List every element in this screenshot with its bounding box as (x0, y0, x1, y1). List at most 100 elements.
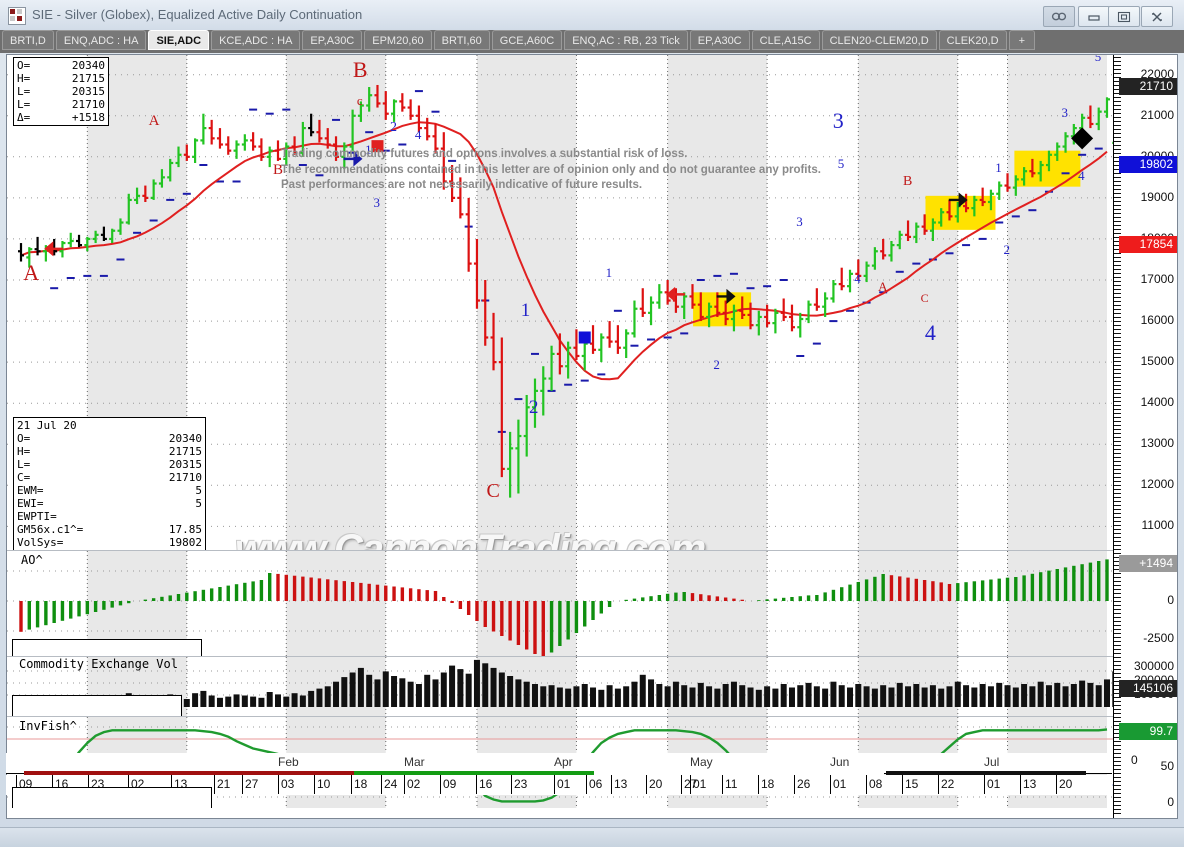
data-value: 20340 (71, 59, 105, 72)
day-label: 08 (866, 775, 882, 794)
chart-tab-12[interactable]: CLEK20,D (938, 30, 1007, 50)
chart-tab-2[interactable]: SIE,ADC (148, 30, 210, 50)
data-row: H= 21715 (17, 445, 202, 458)
axis-tick-label: 0 (1167, 593, 1174, 607)
chart-tab-4[interactable]: EP,A30C (302, 30, 363, 50)
wave-label: c (356, 92, 363, 108)
chart-tab-strip[interactable]: BRTI,D ENQ,ADC : HA SIE,ADC KCE,ADC : HA EP,… (0, 30, 1184, 53)
month-label: Jun (830, 755, 850, 769)
wave-label: 1 (520, 300, 531, 321)
axis-tick-label: 50 (1160, 759, 1174, 773)
day-label: 18 (758, 775, 774, 794)
price-pane[interactable]: Trading commodity futures and options in… (7, 55, 1113, 551)
close-button[interactable] (1141, 6, 1173, 27)
invfish-zero-label: 0 (1131, 753, 1138, 767)
volume-pane[interactable]: Commodity Exchange Vol Vol=145106 (7, 657, 1113, 717)
volume-pane-title: Commodity Exchange Vol (19, 657, 178, 671)
minimize-button[interactable] (1078, 6, 1110, 27)
period-bar (354, 771, 594, 775)
wave-label: 4 (924, 319, 936, 345)
chart-tab-9[interactable]: EP,A30C (689, 30, 750, 50)
axis-tick-label: 21000 (1140, 107, 1174, 122)
day-label: 01 (554, 775, 570, 794)
data-row: GM56x.c1^= 17.85 (17, 523, 202, 536)
data-key: Δ= (17, 111, 31, 124)
day-label: 13 (1020, 775, 1036, 794)
chart-tab-5[interactable]: EPM20,60 (364, 30, 432, 50)
close-icon (1142, 7, 1172, 26)
add-tab-button[interactable]: + (1008, 30, 1036, 50)
data-row: L= 20315 (17, 85, 105, 98)
chart-tab-10[interactable]: CLE,A15C (751, 30, 820, 50)
data-value: 21710 (71, 98, 105, 111)
month-label: May (690, 755, 713, 769)
data-row: H= 21715 (17, 72, 105, 85)
cursor-quote-box: O= 20340 H= 21715 L= 20315 L= 21710 Δ= +1518 (13, 57, 109, 126)
axis-tick-label: 13000 (1140, 436, 1174, 451)
disclaimer-line-1: Trading commodity futures and options in… (281, 148, 688, 160)
ao-chart-canvas (7, 551, 1113, 656)
data-key: L= (17, 458, 31, 471)
wave-label: 4 (414, 127, 422, 143)
date-axis[interactable]: Feb Mar Apr May Jun Jul 09 16 23 02 13 21 27 03 10 18 2… (6, 753, 1178, 819)
day-label: 01 (690, 775, 706, 794)
chart-tab-1[interactable]: ENQ,ADC : HA (55, 30, 147, 50)
chart-tab-11[interactable]: CLEN20-CLEM20,D (821, 30, 937, 50)
site-watermark: www.CannonTrading.com (235, 527, 706, 551)
volume-chart-canvas (7, 657, 1113, 716)
data-row: L= 20315 (17, 458, 202, 471)
chart-tab-0[interactable]: BRTI,D (2, 30, 54, 50)
data-key: L= (17, 85, 31, 98)
day-label: 01 (830, 775, 846, 794)
invfish-current-tag: 99.7 (1119, 722, 1177, 740)
data-value (109, 510, 202, 523)
ao-value-box: AO.c1^=+1494.09 (12, 639, 202, 656)
axis-tick-label: 16000 (1140, 313, 1174, 328)
ao-pane[interactable]: AO^ AO.c1^=+1494.09 (7, 551, 1113, 657)
wave-label: 5 (1094, 55, 1102, 65)
period-bar (594, 771, 884, 775)
wave-label: 2 (528, 396, 539, 418)
invfish-pane-title: InvFish^ (19, 719, 77, 733)
data-value: 21710 (168, 471, 202, 484)
ao-pane-title: AO^ (21, 553, 43, 567)
price-axis[interactable]: 2200021000200001900018000170001600015000… (1113, 55, 1177, 818)
wave-label: C (920, 290, 929, 305)
day-label: 09 (440, 775, 456, 794)
day-label: 22 (938, 775, 954, 794)
day-label: 15 (902, 775, 918, 794)
link-button[interactable] (1043, 6, 1075, 27)
data-key: O= (17, 59, 31, 72)
axis-tick-label: 17000 (1140, 272, 1174, 286)
wave-label: B (903, 173, 913, 189)
chart-tab-3[interactable]: KCE,ADC : HA (211, 30, 301, 50)
data-key: EWPTI= (17, 510, 57, 523)
wave-label: 2 (390, 120, 398, 136)
data-row: C= 21710 (17, 471, 202, 484)
volume-current-tag: 145106 (1119, 679, 1177, 697)
wave-label: C (486, 479, 500, 502)
wave-label: B (352, 56, 368, 82)
axis-tick-label: -2500 (1143, 631, 1174, 645)
chart-tab-8[interactable]: ENQ,AC : RB, 23 Tick (564, 30, 688, 50)
day-label: 01 (984, 775, 1000, 794)
wave-label: B (272, 162, 283, 179)
maximize-button[interactable] (1108, 6, 1140, 27)
wave-label: 1 (365, 141, 372, 157)
month-label: Mar (404, 755, 425, 769)
period-bar (24, 771, 354, 775)
minimize-icon (1079, 7, 1109, 26)
disclaimer-line-3: Past performances are not necessarily in… (281, 179, 643, 191)
data-value: 19802 (168, 536, 202, 549)
data-row: EWM= 5 (17, 484, 202, 497)
day-label: 20 (1056, 775, 1072, 794)
day-label: 23 (511, 775, 527, 794)
window-title-bar: SIE - Silver (Globex), Equalized Active … (0, 0, 1184, 31)
volume-value-box: Vol=145106 (12, 695, 182, 716)
day-label: 13 (611, 775, 627, 794)
chart-tab-7[interactable]: GCE,A60C (491, 30, 563, 50)
data-value: 20315 (71, 85, 105, 98)
axis-tick-label: 12000 (1140, 477, 1174, 492)
chart-tab-6[interactable]: BRTI,60 (433, 30, 490, 50)
wave-label: 3 (832, 108, 844, 134)
